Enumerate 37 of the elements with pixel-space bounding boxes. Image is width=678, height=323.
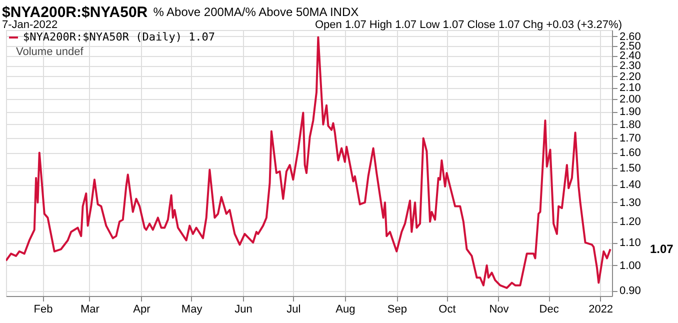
y-tick-label: 2.00 xyxy=(620,94,641,106)
annotation: 7-Jan-2022 xyxy=(2,19,58,31)
y-tick-label: 2.20 xyxy=(620,70,641,83)
x-tick-label: Aug xyxy=(336,304,356,316)
x-tick-label: May xyxy=(181,304,203,316)
x-tick-label: Apr xyxy=(133,304,151,316)
x-tick-label: Dec xyxy=(539,304,560,316)
y-tick-label: 1.50 xyxy=(620,162,641,175)
y-tick-label: 1.20 xyxy=(620,216,641,228)
x-tick-label: Feb xyxy=(34,304,53,316)
y-tick-label: 2.10 xyxy=(620,82,641,94)
x-tick-label: Jun xyxy=(234,304,252,316)
y-tick-label: 1.10 xyxy=(620,237,641,250)
x-tick-label: 2022 xyxy=(588,304,614,316)
legend-label: $NYA200R:$NYA50R (Daily) 1.07 xyxy=(23,30,216,44)
x-tick-label: Sep xyxy=(387,304,407,316)
x-tick-label: Jul xyxy=(286,304,301,316)
y-tick-label: 1.70 xyxy=(620,132,641,145)
x-tick-label: Mar xyxy=(80,304,100,316)
y-tick-label: 2.50 xyxy=(620,40,641,52)
x-tick-label: Nov xyxy=(489,304,510,316)
y-tick-label: 1.90 xyxy=(620,106,641,118)
y-tick-label: 0.90 xyxy=(620,285,641,298)
y-tick-label: 2.40 xyxy=(620,50,641,62)
annotation: Volume undef xyxy=(16,46,84,58)
chart-subtitle: % Above 200MA/% Above 50MA INDX xyxy=(153,5,359,19)
y-tick-label: 1.30 xyxy=(620,196,641,209)
y-tick-label: 1.80 xyxy=(620,118,641,131)
y-tick-label: 1.40 xyxy=(620,179,641,192)
annotation: Open 1.07 High 1.07 Low 1.07 Close 1.07 Chg +0.03 (+3.27%) xyxy=(315,19,622,31)
y-tick-label: 2.60 xyxy=(620,30,641,43)
chart-title: $NYA200R:$NYA50R xyxy=(2,4,148,21)
y-tick-label: 2.30 xyxy=(620,60,641,72)
text: 1.07 xyxy=(650,242,674,256)
y-tick-label: 1.00 xyxy=(620,260,641,272)
x-tick-label: Oct xyxy=(438,304,456,316)
y-tick-label: 1.60 xyxy=(620,147,641,160)
